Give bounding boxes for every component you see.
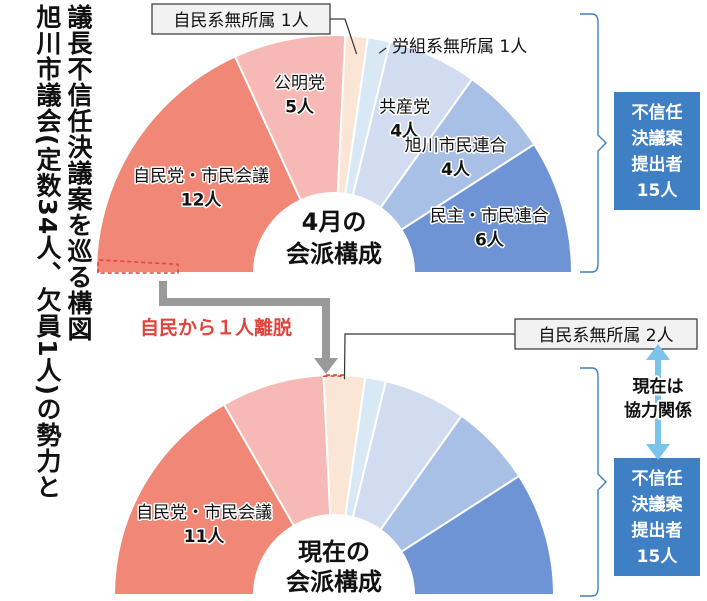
bottom-center-label-2: 会派構成 [286, 568, 382, 596]
cooperation-label-line-0: 現在は [633, 376, 684, 397]
top-ldp-label-line-0: 自民党・市民会議 [133, 167, 269, 187]
cooperation-arrow-up [646, 344, 670, 360]
top-minshu-label-line-1: 6人 [475, 230, 505, 250]
slice-0 [94, 55, 303, 274]
top-asahikawa-label-line-1: 4人 [441, 160, 471, 180]
leader-line-ind-ldp-b [344, 18, 358, 55]
top-asahikawa-label-line-0: 旭川市民連合 [405, 136, 507, 156]
side-box-top-line-3: 15人 [637, 181, 679, 201]
leader-line-ind-ldp-2 [343, 333, 515, 380]
side-box-top-line-0: 不信任 [632, 102, 683, 123]
top-komeito-label-line-1: 5人 [285, 97, 315, 117]
side-box-top-line-1: 決議案 [632, 128, 684, 149]
slice-0 [112, 403, 296, 596]
callout-text-ind-ldp: 自民系無所属 1人 [173, 11, 308, 31]
bottom-center-label-1: 現在の [298, 538, 370, 566]
bottom-ldp-label-line-0: 自民党・市民会議 [136, 503, 272, 523]
side-box-bottom-line-3: 15人 [637, 547, 679, 567]
slice-6 [399, 474, 556, 596]
top-minshu-label-line-0: 民主・市民連合 [430, 206, 549, 226]
bracket-top [580, 13, 607, 273]
top-center-label-2: 会派構成 [286, 240, 382, 268]
top-jcp-label-line-0: 共産党 [379, 97, 430, 117]
cooperation-label-line-1: 協力関係 [624, 400, 692, 421]
slice-6 [399, 142, 574, 274]
side-box-bottom-rect [614, 458, 700, 576]
departing-member-outline [97, 259, 180, 274]
side-box-top-line-2: 提出者 [632, 154, 683, 175]
callout-text-ind-ldp-2: 自民系無所属 2人 [538, 326, 673, 346]
figure-title-line-1: 旭川市議会(定数34人、欠員1人)の勢力と [33, 4, 62, 501]
leader-line-labor [378, 47, 387, 54]
side-box-bottom-line-1: 決議案 [632, 494, 684, 515]
bracket-bottom [580, 367, 607, 597]
callout-box-ind-ldp [151, 3, 331, 35]
top-ldp-label-line-1: 12人 [181, 191, 223, 211]
cooperation-arrow-down [646, 444, 670, 460]
side-box-bottom-line-2: 提出者 [632, 520, 683, 541]
figure-title-line-2: 議長不信任決議案を巡る構図 [64, 4, 93, 342]
bottom-ldp-label-line-1: 11人 [184, 527, 226, 547]
side-box-top-rect [614, 92, 700, 210]
top-center-label-1: 4月の [302, 208, 367, 236]
side-box-bottom-line-0: 不信任 [632, 468, 683, 489]
joined-member-outline [322, 374, 345, 378]
top-komeito-label-line-0: 公明党 [274, 73, 325, 93]
top-jcp-label-line-1: 4人 [390, 121, 420, 141]
transfer-label: 自民から１人離脱 [140, 316, 292, 339]
transfer-arrowhead [314, 358, 338, 374]
label-labor: 労組系無所属 1人 [392, 37, 527, 57]
callout-box-ind-ldp-2 [514, 318, 698, 350]
transfer-arrow [159, 281, 330, 360]
